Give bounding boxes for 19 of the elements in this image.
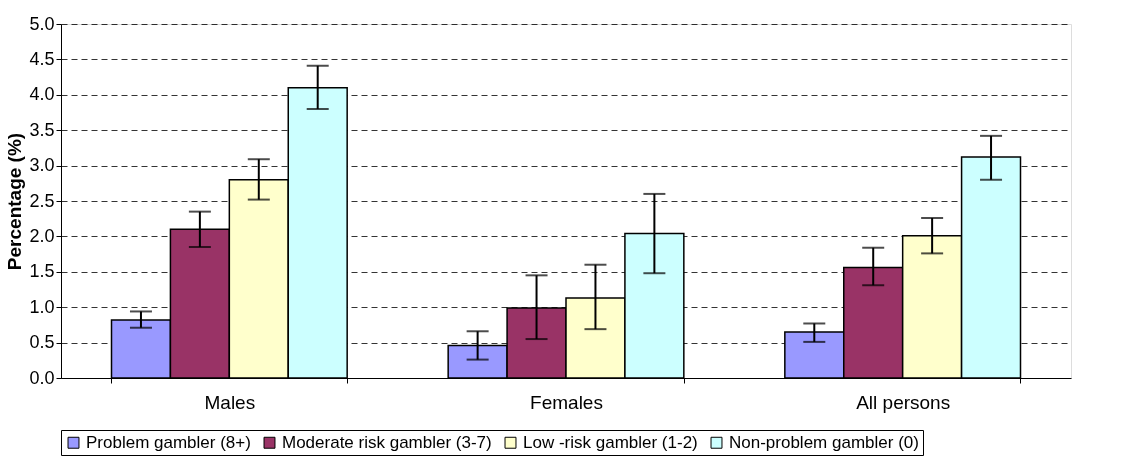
y-tick-label: 3.5 <box>29 119 55 140</box>
y-axis-title: Percentage (%) <box>4 132 26 271</box>
y-tick-label: 1.5 <box>29 261 55 282</box>
y-tick-label: 5.0 <box>29 13 55 34</box>
legend-label: Problem gambler (8+) <box>86 432 251 452</box>
y-tick-label: 3.0 <box>29 155 55 176</box>
x-tick-label: All persons <box>856 391 951 413</box>
x-tick-label: Females <box>530 391 603 413</box>
legend-label: Moderate risk gambler (3-7) <box>282 432 492 452</box>
y-tick-label: 0.5 <box>29 332 55 353</box>
y-tick-label: 0.0 <box>29 367 55 388</box>
legend-label: Low -risk gambler (1-2) <box>523 432 698 452</box>
y-tick-label: 1.0 <box>29 296 55 317</box>
y-tick-label: 4.0 <box>29 84 55 105</box>
y-tick-label: 2.0 <box>29 225 55 246</box>
x-tick-label: Males <box>204 391 256 413</box>
y-tick-label: 2.5 <box>29 190 55 211</box>
legend-label: Non-problem gambler (0) <box>729 432 919 452</box>
y-tick-label: 4.5 <box>29 48 55 69</box>
